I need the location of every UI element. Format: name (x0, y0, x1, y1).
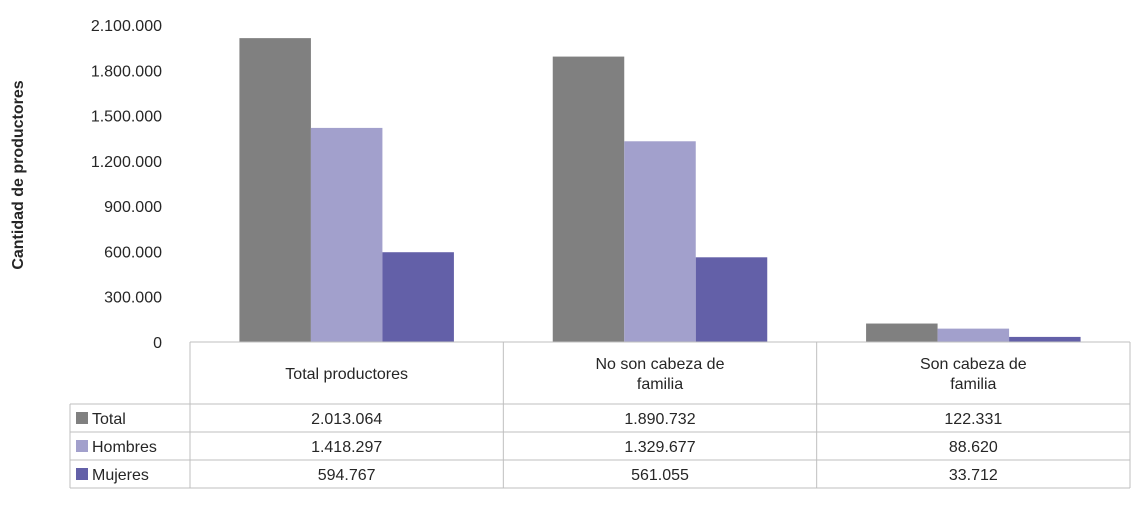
y-tick-label: 1.800.000 (91, 63, 162, 80)
y-axis: 0 300.000 600.000 900.000 1.200.000 1.500.000… (91, 18, 162, 352)
data-table: Total productores No son cabeza de familia… (69, 341, 1131, 489)
bar-mujeres-0 (382, 252, 454, 342)
x-category-label: Son cabeza de (920, 356, 1027, 373)
bar-hombres-1 (624, 141, 696, 342)
bar-total-2 (866, 323, 938, 342)
data-table-cell: 1.418.297 (311, 439, 382, 456)
legend-key-total (76, 412, 88, 424)
data-table-cell: 122.331 (944, 411, 1002, 428)
data-table-cell: 88.620 (949, 439, 998, 456)
legend-label-mujeres: Mujeres (92, 467, 149, 484)
legend-key-hombres (76, 440, 88, 452)
bar-total-0 (239, 38, 311, 342)
legend-label-total: Total (92, 411, 126, 428)
data-table-cell: 2.013.064 (311, 411, 382, 428)
bar-mujeres-2 (1009, 336, 1081, 342)
data-table-cell: 1.329.677 (624, 439, 695, 456)
bar-hombres-0 (310, 127, 383, 342)
data-table-cell: 1.890.732 (624, 411, 695, 428)
legend-label-hombres: Hombres (92, 439, 157, 456)
bar-mujeres-1 (695, 257, 768, 342)
y-tick-label: 300.000 (104, 290, 162, 307)
bar-total-1 (552, 56, 625, 342)
data-table-cell: 33.712 (949, 467, 998, 484)
y-tick-label: 1.500.000 (91, 109, 162, 126)
x-category-label: Total productores (285, 366, 408, 383)
x-category-label: familia (950, 376, 996, 393)
data-table-cell: 561.055 (631, 467, 689, 484)
y-axis-title: Cantidad de productores (10, 80, 27, 269)
data-table-cell: 594.767 (318, 467, 376, 484)
legend-key-mujeres (76, 468, 88, 480)
y-tick-label: 0 (153, 335, 162, 352)
y-tick-label: 600.000 (104, 244, 162, 261)
y-tick-label: 2.100.000 (91, 18, 162, 35)
x-category-label: No son cabeza de (596, 356, 725, 373)
x-category-label: familia (637, 376, 683, 393)
bars (239, 38, 1081, 342)
bar-hombres-2 (937, 328, 1010, 342)
y-tick-label: 900.000 (104, 199, 162, 216)
y-tick-label: 1.200.000 (91, 154, 162, 171)
